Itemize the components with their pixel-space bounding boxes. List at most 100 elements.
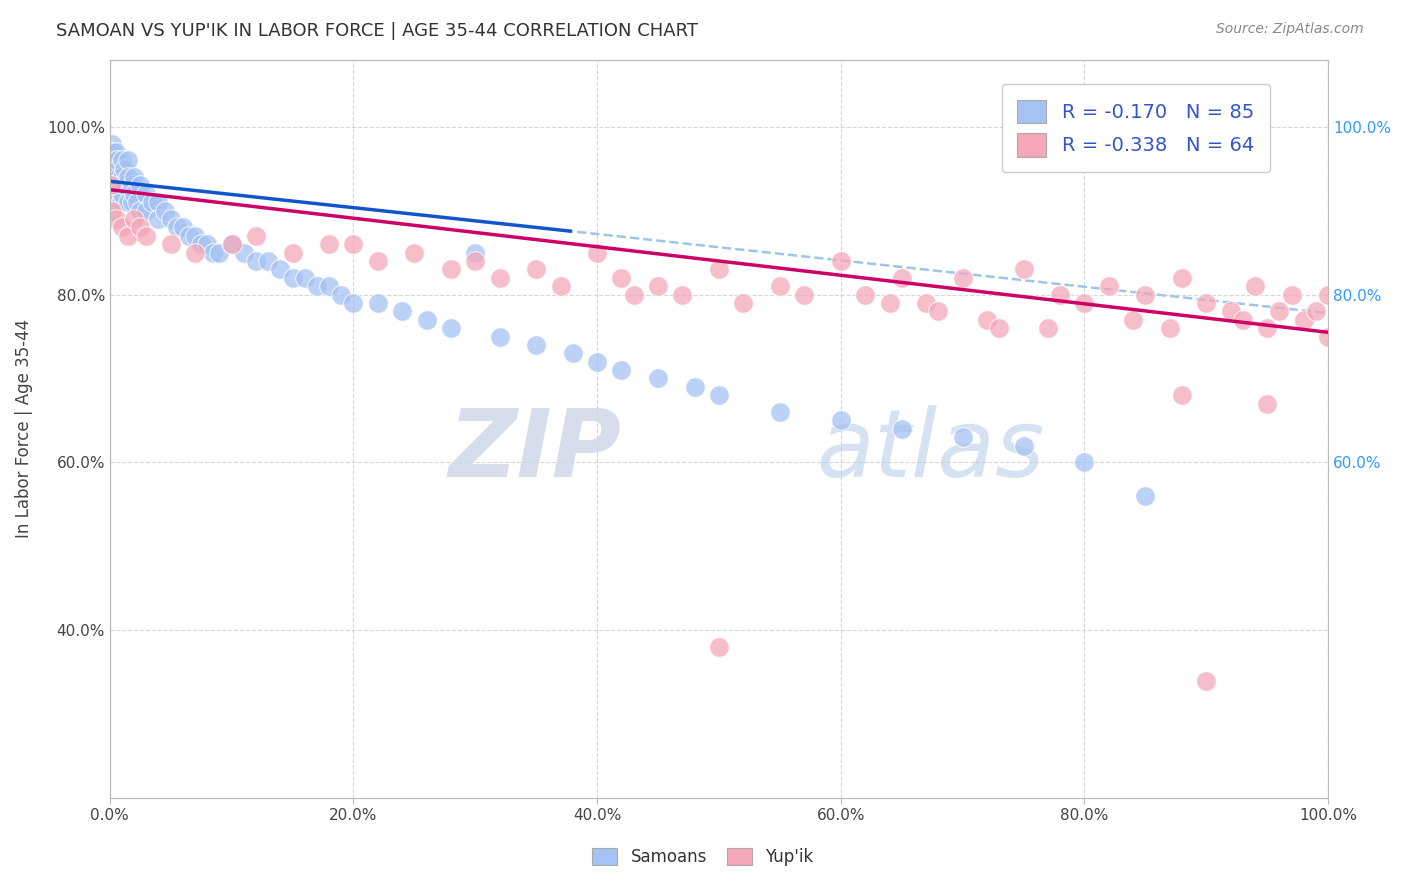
Point	[121, 178, 143, 193]
Point	[122, 212, 145, 227]
Point	[202, 245, 225, 260]
Point	[561, 346, 583, 360]
Point	[830, 254, 852, 268]
Point	[610, 363, 633, 377]
Point	[208, 245, 231, 260]
Point	[101, 170, 124, 185]
Point	[110, 195, 132, 210]
Point	[159, 212, 181, 227]
Point	[103, 186, 125, 201]
Point	[440, 321, 463, 335]
Point	[221, 237, 243, 252]
Point	[671, 287, 693, 301]
Point	[111, 153, 134, 168]
Point	[488, 270, 510, 285]
Point	[294, 270, 316, 285]
Point	[221, 237, 243, 252]
Point	[105, 153, 128, 168]
Point	[111, 220, 134, 235]
Point	[1012, 439, 1035, 453]
Point	[1049, 287, 1071, 301]
Point	[190, 237, 212, 252]
Point	[1219, 304, 1241, 318]
Point	[172, 220, 194, 235]
Point	[1171, 270, 1194, 285]
Point	[104, 178, 127, 193]
Point	[610, 270, 633, 285]
Point	[623, 287, 645, 301]
Point	[281, 270, 304, 285]
Point	[103, 145, 125, 159]
Point	[108, 186, 131, 201]
Point	[464, 254, 486, 268]
Point	[129, 178, 152, 193]
Point	[104, 145, 127, 159]
Point	[879, 296, 901, 310]
Point	[1281, 287, 1303, 301]
Point	[367, 254, 389, 268]
Point	[683, 380, 706, 394]
Point	[1195, 673, 1218, 688]
Point	[245, 228, 267, 243]
Point	[100, 178, 122, 193]
Point	[330, 287, 353, 301]
Point	[195, 237, 218, 252]
Point	[1159, 321, 1181, 335]
Point	[318, 237, 340, 252]
Point	[107, 178, 129, 193]
Point	[104, 212, 127, 227]
Point	[1073, 296, 1095, 310]
Point	[1195, 296, 1218, 310]
Point	[129, 220, 152, 235]
Point	[112, 178, 135, 193]
Point	[104, 161, 127, 176]
Point	[232, 245, 254, 260]
Point	[1036, 321, 1059, 335]
Point	[927, 304, 949, 318]
Point	[586, 245, 609, 260]
Point	[101, 136, 124, 151]
Point	[1098, 279, 1121, 293]
Text: Source: ZipAtlas.com: Source: ZipAtlas.com	[1216, 22, 1364, 37]
Point	[1232, 312, 1254, 326]
Point	[117, 153, 139, 168]
Point	[793, 287, 815, 301]
Point	[404, 245, 426, 260]
Point	[1135, 287, 1157, 301]
Point	[586, 354, 609, 368]
Point	[141, 195, 163, 210]
Point	[305, 279, 328, 293]
Point	[269, 262, 291, 277]
Point	[108, 170, 131, 185]
Point	[245, 254, 267, 268]
Text: atlas: atlas	[817, 406, 1045, 497]
Point	[184, 228, 207, 243]
Point	[100, 161, 122, 176]
Point	[1317, 287, 1340, 301]
Point	[110, 178, 132, 193]
Point	[1012, 262, 1035, 277]
Point	[148, 212, 170, 227]
Point	[524, 262, 547, 277]
Point	[1256, 397, 1278, 411]
Point	[111, 170, 134, 185]
Point	[952, 270, 974, 285]
Point	[367, 296, 389, 310]
Point	[952, 430, 974, 444]
Point	[415, 312, 437, 326]
Point	[769, 405, 792, 419]
Point	[112, 161, 135, 176]
Text: ZIP: ZIP	[449, 405, 621, 497]
Point	[647, 279, 669, 293]
Point	[830, 413, 852, 427]
Legend: Samoans, Yup'ik: Samoans, Yup'ik	[586, 841, 820, 873]
Point	[707, 262, 730, 277]
Point	[100, 145, 122, 159]
Point	[1135, 489, 1157, 503]
Point	[122, 186, 145, 201]
Point	[1268, 304, 1291, 318]
Point	[488, 329, 510, 343]
Point	[707, 640, 730, 654]
Point	[988, 321, 1011, 335]
Point	[342, 237, 364, 252]
